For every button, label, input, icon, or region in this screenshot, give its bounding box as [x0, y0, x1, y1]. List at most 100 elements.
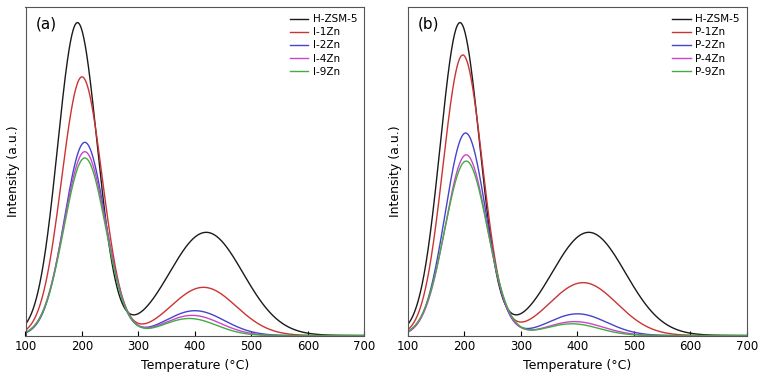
I-1Zn: [350, 334, 360, 338]
P-2Zn: [403, 330, 412, 334]
P-9Zn: [733, 334, 742, 338]
H-ZSM-5: [288, 327, 297, 331]
P-1Zn: [559, 288, 568, 293]
P-4Zn: [742, 334, 751, 338]
I-4Zn: [186, 313, 195, 318]
P-2Zn: [461, 131, 470, 135]
P-4Zn: [559, 320, 568, 325]
I-1Zn: [38, 293, 47, 298]
P-9Zn: [461, 159, 470, 163]
I-1Zn: [350, 334, 360, 338]
Line: P-9Zn: P-9Zn: [408, 161, 747, 336]
Line: I-1Zn: I-1Zn: [25, 77, 364, 336]
H-ZSM-5: [421, 265, 430, 269]
P-9Zn: [559, 322, 568, 327]
I-9Zn: [350, 334, 360, 338]
I-9Zn: [360, 334, 369, 338]
I-4Zn: [21, 330, 30, 335]
P-2Zn: [568, 312, 578, 316]
H-ZSM-5: [38, 265, 47, 269]
Line: P-4Zn: P-4Zn: [408, 155, 747, 336]
H-ZSM-5: [73, 20, 82, 25]
Line: H-ZSM-5: H-ZSM-5: [25, 23, 364, 335]
I-1Zn: [21, 328, 30, 332]
I-9Zn: [80, 156, 90, 160]
I-2Zn: [38, 310, 47, 315]
H-ZSM-5: [670, 327, 679, 331]
I-1Zn: [177, 295, 186, 299]
I-9Zn: [350, 334, 360, 338]
I-4Zn: [38, 309, 47, 313]
I-2Zn: [177, 311, 186, 315]
Legend: H-ZSM-5, I-1Zn, I-2Zn, I-4Zn, I-9Zn: H-ZSM-5, I-1Zn, I-2Zn, I-4Zn, I-9Zn: [288, 12, 360, 79]
I-9Zn: [288, 334, 297, 338]
I-9Zn: [186, 316, 195, 321]
I-2Zn: [350, 334, 360, 338]
I-2Zn: [80, 140, 90, 145]
H-ZSM-5: [455, 20, 464, 25]
P-1Zn: [458, 53, 467, 57]
P-1Zn: [670, 332, 679, 337]
P-2Zn: [742, 334, 751, 338]
P-1Zn: [742, 334, 751, 338]
Line: P-1Zn: P-1Zn: [408, 55, 747, 336]
Y-axis label: Intensity (a.u.): Intensity (a.u.): [7, 125, 20, 217]
P-1Zn: [403, 327, 412, 332]
Line: P-2Zn: P-2Zn: [408, 133, 747, 336]
I-9Zn: [177, 317, 186, 321]
P-4Zn: [670, 334, 679, 338]
I-4Zn: [350, 334, 360, 338]
H-ZSM-5: [559, 251, 568, 255]
H-ZSM-5: [742, 333, 751, 338]
I-9Zn: [38, 310, 47, 314]
Line: I-4Zn: I-4Zn: [25, 152, 364, 336]
I-1Zn: [77, 75, 86, 79]
P-9Zn: [403, 329, 412, 334]
P-4Zn: [403, 330, 412, 334]
I-9Zn: [21, 330, 30, 335]
Text: (a): (a): [36, 17, 57, 32]
H-ZSM-5: [350, 333, 360, 338]
P-2Zn: [559, 314, 568, 318]
P-9Zn: [568, 321, 578, 326]
H-ZSM-5: [733, 333, 742, 338]
P-2Zn: [733, 334, 742, 338]
X-axis label: Temperature (°C): Temperature (°C): [141, 359, 249, 372]
I-2Zn: [350, 334, 360, 338]
P-4Zn: [421, 307, 430, 311]
H-ZSM-5: [177, 251, 186, 255]
I-4Zn: [80, 149, 90, 154]
H-ZSM-5: [186, 239, 195, 244]
P-4Zn: [461, 152, 470, 157]
I-1Zn: [288, 332, 297, 337]
Y-axis label: Intensity (a.u.): Intensity (a.u.): [389, 125, 402, 217]
P-1Zn: [733, 334, 742, 338]
H-ZSM-5: [403, 322, 412, 326]
I-2Zn: [186, 309, 195, 313]
P-9Zn: [742, 334, 751, 338]
H-ZSM-5: [360, 333, 369, 338]
P-2Zn: [670, 333, 679, 338]
P-2Zn: [733, 334, 742, 338]
I-4Zn: [288, 333, 297, 338]
P-9Zn: [733, 334, 742, 338]
P-4Zn: [733, 334, 742, 338]
I-1Zn: [360, 334, 369, 338]
Line: I-2Zn: I-2Zn: [25, 143, 364, 336]
I-2Zn: [21, 330, 30, 335]
P-1Zn: [421, 287, 430, 291]
I-2Zn: [360, 334, 369, 338]
P-1Zn: [733, 334, 742, 338]
I-2Zn: [288, 333, 297, 338]
P-2Zn: [421, 305, 430, 310]
H-ZSM-5: [21, 322, 30, 326]
I-4Zn: [360, 334, 369, 338]
H-ZSM-5: [733, 333, 742, 338]
I-4Zn: [177, 315, 186, 319]
P-9Zn: [421, 305, 430, 310]
P-4Zn: [733, 334, 742, 338]
P-9Zn: [670, 334, 679, 338]
I-4Zn: [350, 334, 360, 338]
P-4Zn: [568, 319, 578, 324]
I-1Zn: [186, 289, 195, 293]
